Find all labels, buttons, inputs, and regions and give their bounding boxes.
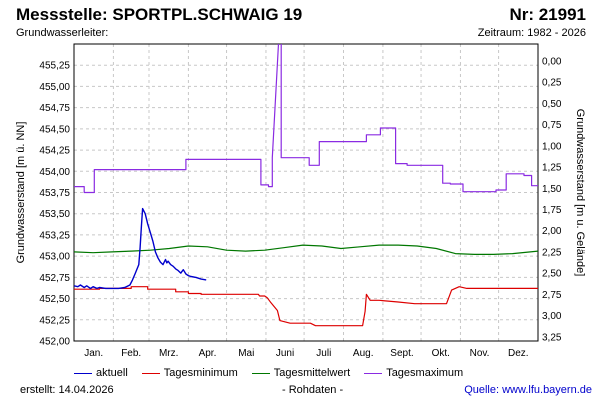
period-label: Zeitraum: 1982 - 2026 — [477, 27, 586, 39]
month-label: Jan. — [84, 348, 103, 359]
month-label: Sept. — [390, 348, 413, 359]
series-line-mittel — [74, 244, 538, 255]
month-label: Feb. — [121, 348, 141, 359]
y-tick-label: 452,25 — [39, 315, 70, 326]
source-label: Quelle: — [464, 384, 500, 396]
y-tick-label: 454,75 — [39, 103, 70, 114]
series-line-max — [74, 44, 538, 194]
y2-tick-label: 1,75 — [542, 205, 562, 216]
series-line-min — [74, 286, 538, 327]
y2-tick-label: 1,50 — [542, 184, 562, 195]
legend-item-min: Tagesminimum — [141, 367, 238, 379]
legend-swatch-aktuell — [74, 372, 92, 374]
y-tick-label: 454,25 — [39, 146, 70, 157]
y-tick-label: 453,25 — [39, 230, 70, 241]
y-tick-label: 453,50 — [39, 209, 70, 220]
station-number: Nr: 21991 — [509, 5, 586, 24]
month-label: Dez. — [508, 348, 529, 359]
month-label: Aug. — [353, 348, 374, 359]
y-tick-label: 452,75 — [39, 273, 70, 284]
month-label: Juli — [316, 348, 331, 359]
legend-swatch-min — [141, 372, 160, 374]
legend-label-min: Tagesminimum — [163, 367, 238, 379]
y-tick-label: 454,50 — [39, 124, 70, 135]
legend-label-max: Tagesmaximum — [386, 367, 464, 379]
y2-tick-label: 0,00 — [542, 56, 562, 67]
series-line-aktuell — [74, 207, 207, 290]
legend: aktuell Tagesminimum Tagesmittelwert Tag… — [74, 367, 477, 379]
plot-frame — [73, 43, 539, 342]
y2-tick-label: 0,25 — [542, 78, 562, 89]
station-title: Messstelle: SPORTPL.SCHWAIG 19 — [16, 5, 303, 24]
month-label: Juni — [276, 348, 294, 359]
y-tick-label: 452,00 — [39, 337, 70, 348]
raw-data-note: - Rohdaten - — [282, 384, 344, 396]
legend-label-aktuell: aktuell — [96, 367, 128, 379]
y2-tick-label: 1,25 — [542, 163, 562, 174]
y2-tick-label: 2,25 — [542, 247, 562, 258]
aquifer-label: Grundwasserleiter: — [16, 27, 109, 39]
y-axis-title: Grundwasserstand [m ü. NN] — [15, 122, 27, 264]
created-date: erstellt: 14.04.2026 — [20, 384, 114, 396]
y-tick-label: 453,00 — [39, 252, 70, 263]
legend-item-aktuell: aktuell — [74, 367, 128, 379]
y2-tick-label: 2,75 — [542, 290, 562, 301]
legend-swatch-mittel — [251, 372, 270, 374]
y2-tick-label: 0,75 — [542, 120, 562, 131]
y-tick-label: 452,50 — [39, 294, 70, 305]
legend-item-max: Tagesmaximum — [364, 367, 463, 379]
y2-axis-title: Grundwasserstand [m u. Gelände] — [574, 109, 586, 277]
y2-tick-label: 3,00 — [542, 311, 562, 322]
month-label: Mrz. — [159, 348, 178, 359]
y2-tick-label: 2,00 — [542, 226, 562, 237]
legend-swatch-max — [364, 372, 383, 374]
y2-tick-label: 2,50 — [542, 269, 562, 280]
month-label: Nov. — [470, 348, 490, 359]
y-tick-label: 454,00 — [39, 167, 70, 178]
y-tick-label: 453,75 — [39, 188, 70, 199]
y-tick-label: 455,25 — [39, 61, 70, 72]
y2-tick-label: 0,50 — [542, 99, 562, 110]
legend-item-mittel: Tagesmittelwert — [251, 367, 351, 379]
month-label: Okt. — [432, 348, 450, 359]
source: Quelle: www.lfu.bayern.de — [464, 384, 592, 396]
y2-tick-label: 1,00 — [542, 141, 562, 152]
month-label: Mai — [238, 348, 254, 359]
source-link[interactable]: www.lfu.bayern.de — [502, 384, 592, 396]
month-label: Apr. — [199, 348, 217, 359]
y2-tick-label: 3,25 — [542, 332, 562, 343]
y-tick-label: 455,00 — [39, 82, 70, 93]
legend-label-mittel: Tagesmittelwert — [273, 367, 351, 379]
